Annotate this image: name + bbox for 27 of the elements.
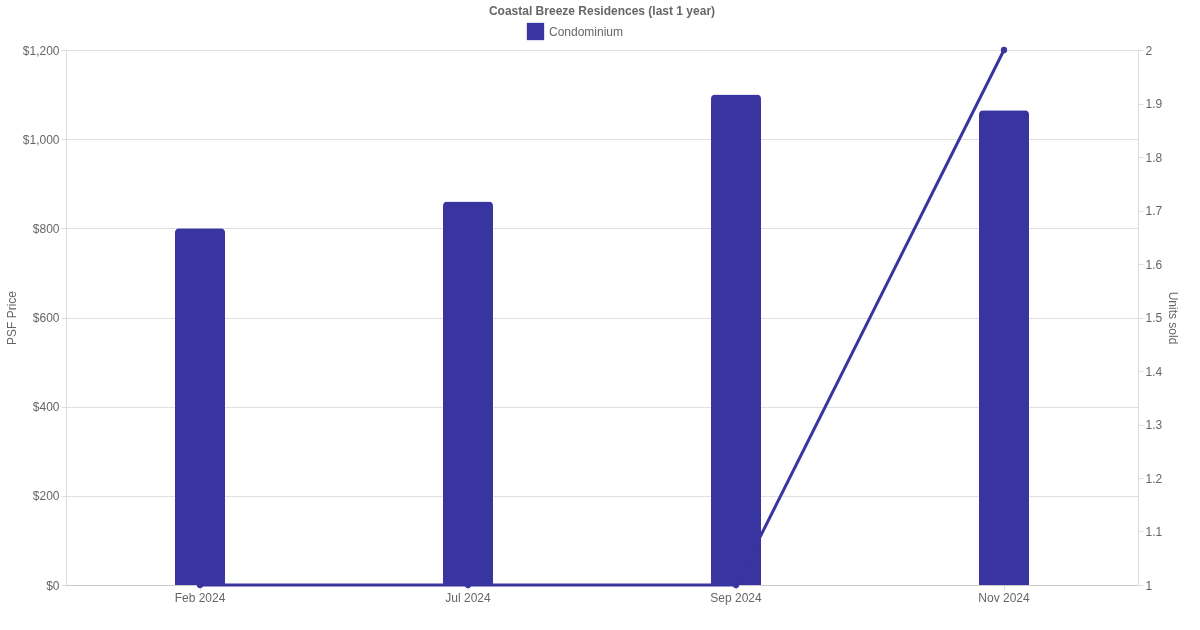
y-tick-label: $800: [32, 221, 60, 236]
y2-tick-label: 1.1: [1145, 525, 1163, 539]
y-tick-label: $600: [32, 311, 60, 325]
bar: [979, 110, 1029, 585]
y2-tick-label: 1.3: [1145, 418, 1163, 432]
y2-tick-label: 1.5: [1145, 311, 1163, 325]
y-tick-label: $1,000: [22, 132, 60, 147]
x-tick-label: Feb 2024: [174, 590, 226, 605]
y-tick-label: $0: [46, 578, 60, 593]
y2-axis-title: Units sold: [1166, 291, 1181, 345]
y2-tick-label: 1.2: [1145, 471, 1163, 486]
y2-tick-label: 1.7: [1145, 204, 1163, 218]
x-tick-label: Jul 2024: [445, 590, 492, 605]
y2-tick-label: 1.6: [1145, 257, 1163, 272]
y2-tick-label: 1.4: [1145, 364, 1163, 379]
x-tick-label: Sep 2024: [710, 590, 763, 605]
y2-tick-label: 1: [1145, 578, 1153, 593]
y2-tick-label: 2: [1145, 43, 1153, 58]
x-tick-label: Nov 2024: [978, 590, 1031, 605]
y-tick-label: $200: [32, 489, 60, 504]
y-axis-title: PSF Price: [4, 290, 19, 346]
y-tick-label: $400: [32, 400, 60, 415]
y-tick-label: $1,200: [22, 43, 60, 58]
legend-label: Condominium: [549, 24, 624, 39]
chart-title: Coastal Breeze Residences (last 1 year): [488, 4, 716, 18]
y2-tick-label: 1.9: [1145, 97, 1163, 111]
y2-tick-label: 1.8: [1145, 150, 1163, 165]
